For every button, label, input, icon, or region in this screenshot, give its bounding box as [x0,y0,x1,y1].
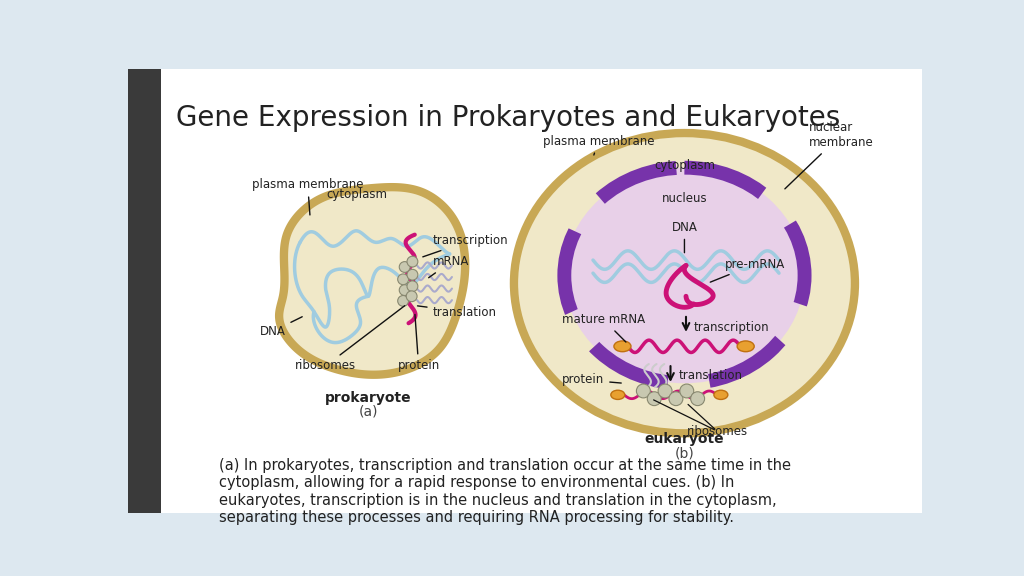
Text: plasma membrane: plasma membrane [252,179,364,215]
Circle shape [669,392,683,406]
Text: transcription: transcription [693,321,769,334]
Ellipse shape [737,341,755,352]
Text: protein: protein [397,314,439,373]
Ellipse shape [714,390,728,399]
Circle shape [658,384,672,398]
Text: DNA: DNA [672,221,697,253]
Text: pre-mRNA: pre-mRNA [711,258,785,282]
Text: ribosomes: ribosomes [295,306,404,373]
Circle shape [407,270,418,280]
Circle shape [397,274,409,285]
Circle shape [636,384,650,398]
Text: DNA: DNA [260,317,302,338]
Text: translation: translation [418,305,497,319]
Text: transcription: transcription [423,234,508,257]
Text: prokaryote: prokaryote [325,391,412,405]
Circle shape [397,295,409,306]
Text: cytoplasm: cytoplasm [654,159,715,172]
Circle shape [407,281,418,291]
Text: nucleus: nucleus [662,192,708,204]
Text: mRNA: mRNA [429,256,469,278]
Circle shape [399,262,410,272]
Bar [128,69,161,513]
Text: (a): (a) [358,404,378,419]
Text: plasma membrane: plasma membrane [543,135,654,155]
Text: (b): (b) [675,447,694,461]
Polygon shape [280,187,465,375]
Circle shape [690,392,705,406]
Text: ribosomes: ribosomes [686,425,748,438]
Text: cytoplasm: cytoplasm [326,188,387,202]
Circle shape [647,392,662,406]
Text: translation: translation [678,369,742,382]
Text: protein: protein [562,373,622,386]
Ellipse shape [564,168,805,383]
Text: (a) In prokaryotes, transcription and translation occur at the same time in the
: (a) In prokaryotes, transcription and tr… [219,458,792,525]
Ellipse shape [611,390,625,399]
Circle shape [680,384,693,398]
Circle shape [399,285,410,295]
Text: Gene Expression in Prokaryotes and Eukaryotes: Gene Expression in Prokaryotes and Eukar… [176,104,841,132]
Text: eukaryote: eukaryote [645,431,724,446]
Ellipse shape [614,341,631,352]
Circle shape [407,256,418,267]
Circle shape [407,291,417,302]
Ellipse shape [514,133,855,433]
Text: nuclear
membrane: nuclear membrane [784,121,873,189]
Text: mature mRNA: mature mRNA [562,313,645,342]
